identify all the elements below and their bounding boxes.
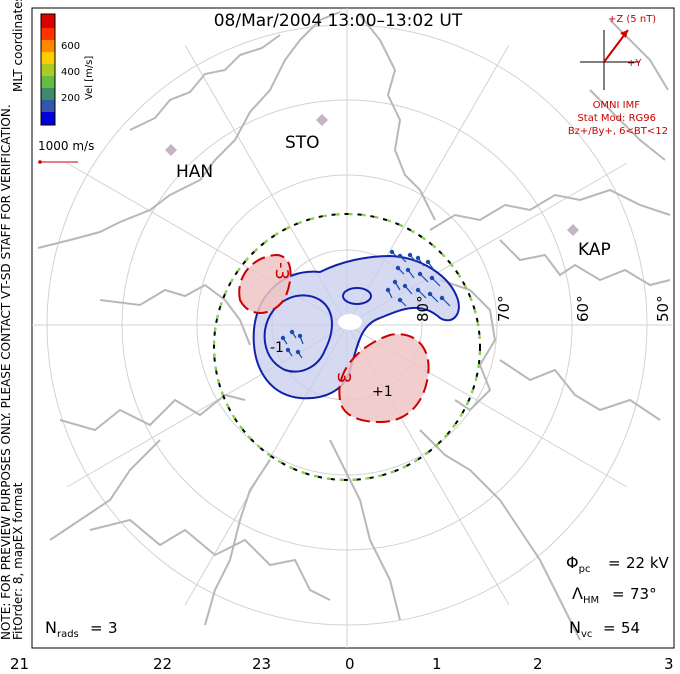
colorbar-swatch: [41, 76, 55, 88]
velocity-vectors: [280, 249, 451, 359]
vector-point: [295, 349, 301, 355]
imf-z-label: +Z (5 nT): [608, 14, 656, 25]
vector-point: [285, 347, 291, 353]
station-sto: STO: [285, 133, 320, 153]
fit-order-label: FitOrder: 8, mapEX format: [11, 482, 25, 640]
lat-label-70: 70°: [495, 295, 513, 322]
colorbar-tick-400: 400: [61, 67, 80, 78]
n-rads-eq: =: [90, 619, 103, 637]
vector-point: [289, 329, 295, 335]
vector-point: [389, 249, 395, 255]
vector-point: [392, 279, 398, 285]
vector-point: [395, 265, 401, 271]
station-markers: [165, 114, 579, 236]
colorbar-swatch: [41, 112, 55, 125]
imf-model: Stat Mod: RG96: [577, 113, 656, 124]
mlt-axis: 21 22 23 0 1 2 3: [10, 655, 674, 673]
station-kap: KAP: [578, 240, 611, 260]
lat-label-50: 50°: [654, 295, 672, 322]
negative-contour-inner: [263, 294, 333, 373]
vector-point: [405, 267, 411, 273]
vector-point: [407, 252, 413, 258]
contour-label-plus1: +1: [372, 384, 393, 400]
colorbar-tick-600: 600: [61, 41, 80, 52]
mlt-tick: 0: [345, 655, 355, 673]
mlt-tick: 23: [252, 655, 271, 673]
colorbar-frame: [40, 13, 56, 126]
negative-contour-small: [342, 287, 372, 305]
colorbar-swatch: [41, 64, 55, 76]
imf-y-label: +Y: [627, 58, 642, 69]
vector-point: [439, 295, 445, 301]
station-han: HAN: [176, 162, 213, 182]
vector-point: [297, 333, 303, 339]
imf-bins: Bz+/By+, 6<BT<12: [568, 126, 668, 137]
scale-vector-point: [38, 160, 42, 164]
imf-vector-arrowhead: [620, 30, 628, 38]
colorbar-tick-200: 200: [61, 93, 80, 104]
mlt-tick: 3: [664, 655, 674, 673]
vector-point: [415, 287, 421, 293]
preview-note: NOTE: FOR PREVIEW PURPOSES ONLY. PLEASE …: [0, 104, 13, 640]
heppner-maynard-boundary: [213, 213, 481, 481]
colorbar-swatch: [41, 88, 55, 100]
pole-cap: [338, 314, 362, 330]
velocity-colorbar: 600 400 200 Vel [m/s]: [40, 13, 95, 126]
lambda-hm-eq: =: [612, 585, 625, 603]
contour-label-minus3: -3: [271, 262, 292, 280]
station-marker-kap: [567, 224, 579, 236]
mlt-tick: 21: [10, 655, 29, 673]
contour-label-minus1: -1: [270, 340, 284, 356]
n-vc-eq: =: [603, 619, 616, 637]
vector-point: [417, 271, 423, 277]
colorbar-swatch: [41, 14, 55, 28]
phi-pc-eq: =: [608, 554, 621, 572]
contour-label-3: 3: [333, 372, 354, 383]
mlt-tick: 1: [432, 655, 442, 673]
colorbar-label: Vel [m/s]: [84, 56, 95, 100]
positive-convection-cell-dusk: [238, 253, 292, 314]
station-marker-sto: [316, 114, 328, 126]
station-marker-han: [165, 144, 177, 156]
map-title: 08/Mar/2004 13:00–13:02 UT: [214, 11, 463, 31]
lat-label-80: 80°: [414, 295, 432, 322]
imf-clock: +Z (5 nT) +Y OMNI IMF Stat Mod: RG96 Bz+…: [568, 14, 668, 137]
vector-point: [425, 259, 431, 265]
lambda-hm-value: 73°: [630, 585, 657, 603]
vector-point: [402, 283, 408, 289]
vector-point: [427, 291, 433, 297]
colorbar-swatch: [41, 52, 55, 64]
n-vc-value: 54: [621, 619, 640, 637]
vector-point: [280, 335, 286, 341]
phi-pc-value: 22 kV: [626, 554, 670, 572]
lat-label-60: 60°: [574, 295, 592, 322]
colorbar-swatch: [41, 100, 55, 112]
scale-vector-label: 1000 m/s: [38, 139, 94, 153]
positive-convection-cell: [338, 333, 430, 424]
vector-point: [429, 275, 435, 281]
colorbar-swatch: [41, 40, 55, 52]
vector-point: [385, 287, 391, 293]
mlt-coordinates-label: MLT coordinates: [11, 0, 25, 92]
coastlines: [37, 11, 671, 641]
mlt-tick: 22: [153, 655, 172, 673]
imf-source: OMNI IMF: [593, 100, 641, 111]
n-rads-value: 3: [108, 619, 118, 637]
colorbar-swatch: [41, 28, 55, 40]
vector-point: [397, 297, 403, 303]
vector-point: [397, 253, 403, 259]
vector-point: [415, 255, 421, 261]
mlt-tick: 2: [533, 655, 543, 673]
